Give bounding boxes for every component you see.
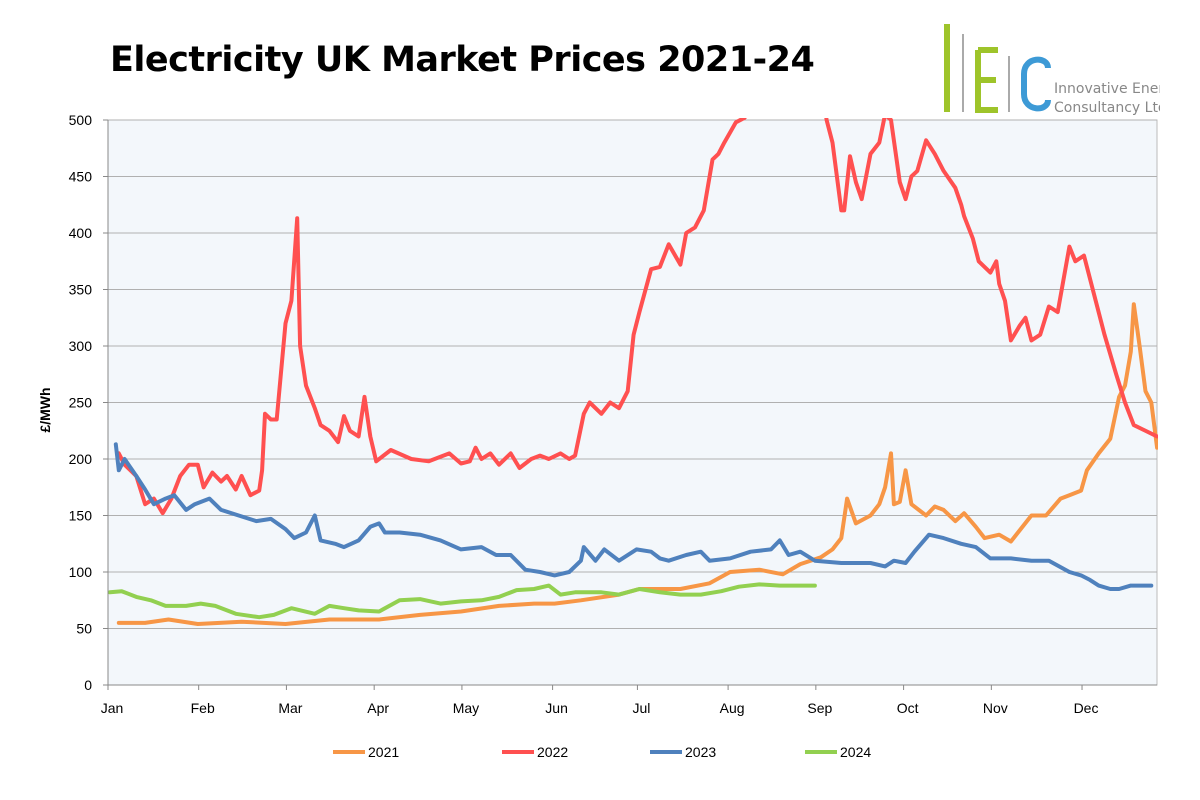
legend-label-2023: 2023 xyxy=(685,744,716,760)
series-line-2023 xyxy=(113,442,1154,591)
x-tick-label: Dec xyxy=(1074,700,1099,716)
x-tick-label: Oct xyxy=(897,700,919,716)
x-tick-label: Aug xyxy=(720,700,745,716)
logo-line2: Consultancy Ltd xyxy=(1054,100,1160,116)
x-tick-label: May xyxy=(453,700,479,716)
logo-divider xyxy=(1008,56,1010,112)
y-tick-label: 500 xyxy=(69,112,93,128)
chart-title: Electricity UK Market Prices 2021-24 xyxy=(110,40,815,80)
x-tick-label: Jul xyxy=(632,700,650,716)
y-axis-label: £/MWh xyxy=(37,387,53,432)
y-tick-label: 300 xyxy=(69,338,93,354)
y-tick-label: 50 xyxy=(76,621,92,637)
logo-bar-i xyxy=(944,24,950,112)
logo-divider xyxy=(962,34,964,112)
y-tick-label: 150 xyxy=(69,508,93,524)
y-tick-label: 200 xyxy=(69,451,93,467)
legend-label-2021: 2021 xyxy=(368,744,399,760)
series-line-2021 xyxy=(116,302,1158,626)
logo-letter-c xyxy=(1021,56,1051,112)
y-tick-label: 250 xyxy=(69,395,93,411)
logo-line1: Innovative Energy xyxy=(1054,81,1160,97)
x-tick-label: Feb xyxy=(191,700,215,716)
x-tick-label: Sep xyxy=(807,700,832,716)
series-line-2022 xyxy=(116,118,1158,516)
logo-letter-e xyxy=(975,47,998,113)
iec-logo: Innovative Energy Consultancy Ltd xyxy=(944,24,1160,116)
x-tick-label: Apr xyxy=(367,700,389,716)
legend-label-2022: 2022 xyxy=(537,744,568,760)
y-tick-label: 0 xyxy=(84,677,92,693)
y-tick-label: 400 xyxy=(69,225,93,241)
y-tick-label: 100 xyxy=(69,564,93,580)
series-line-2024 xyxy=(108,582,817,620)
x-tick-label: Jan xyxy=(101,700,124,716)
legend-label-2024: 2024 xyxy=(840,744,871,760)
y-tick-label: 350 xyxy=(69,282,93,298)
x-tick-label: Mar xyxy=(278,700,302,716)
x-tick-label: Nov xyxy=(983,700,1008,716)
y-tick-label: 450 xyxy=(69,169,93,185)
x-tick-label: Jun xyxy=(545,700,568,716)
